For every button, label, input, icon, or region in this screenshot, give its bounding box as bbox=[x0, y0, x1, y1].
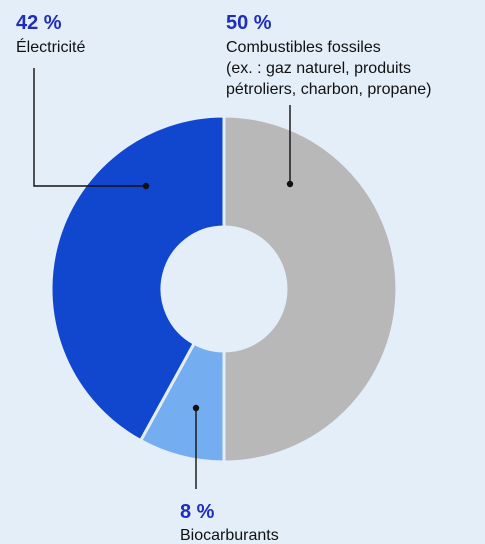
value-label-fossil: 50 % bbox=[226, 12, 272, 34]
leader-lines-group bbox=[33, 68, 294, 489]
leader-line-elec bbox=[33, 68, 146, 187]
slice-label-fossil-line3: pétroliers, charbon, propane) bbox=[226, 81, 431, 98]
value-label-elec: 42 % bbox=[16, 12, 62, 34]
leader-dot-bio bbox=[192, 404, 200, 412]
value-label-bio: 8 % bbox=[180, 501, 215, 523]
slice-label-fossil-line2: (ex. : gaz naturel, produits bbox=[226, 60, 411, 77]
leader-dot-fossil bbox=[286, 180, 294, 188]
slice-elec bbox=[49, 114, 226, 443]
slice-label-elec: Électricité bbox=[16, 37, 85, 56]
slices-group bbox=[49, 114, 399, 464]
slice-label-bio: Biocarburants bbox=[180, 527, 279, 544]
slice-label-fossil-line1: Combustibles fossiles bbox=[226, 39, 381, 56]
labels-group: 42 % Électricité 50 % Combustibles fossi… bbox=[16, 12, 431, 544]
leader-dot-elec bbox=[142, 182, 150, 190]
slice-fossil bbox=[222, 114, 399, 464]
